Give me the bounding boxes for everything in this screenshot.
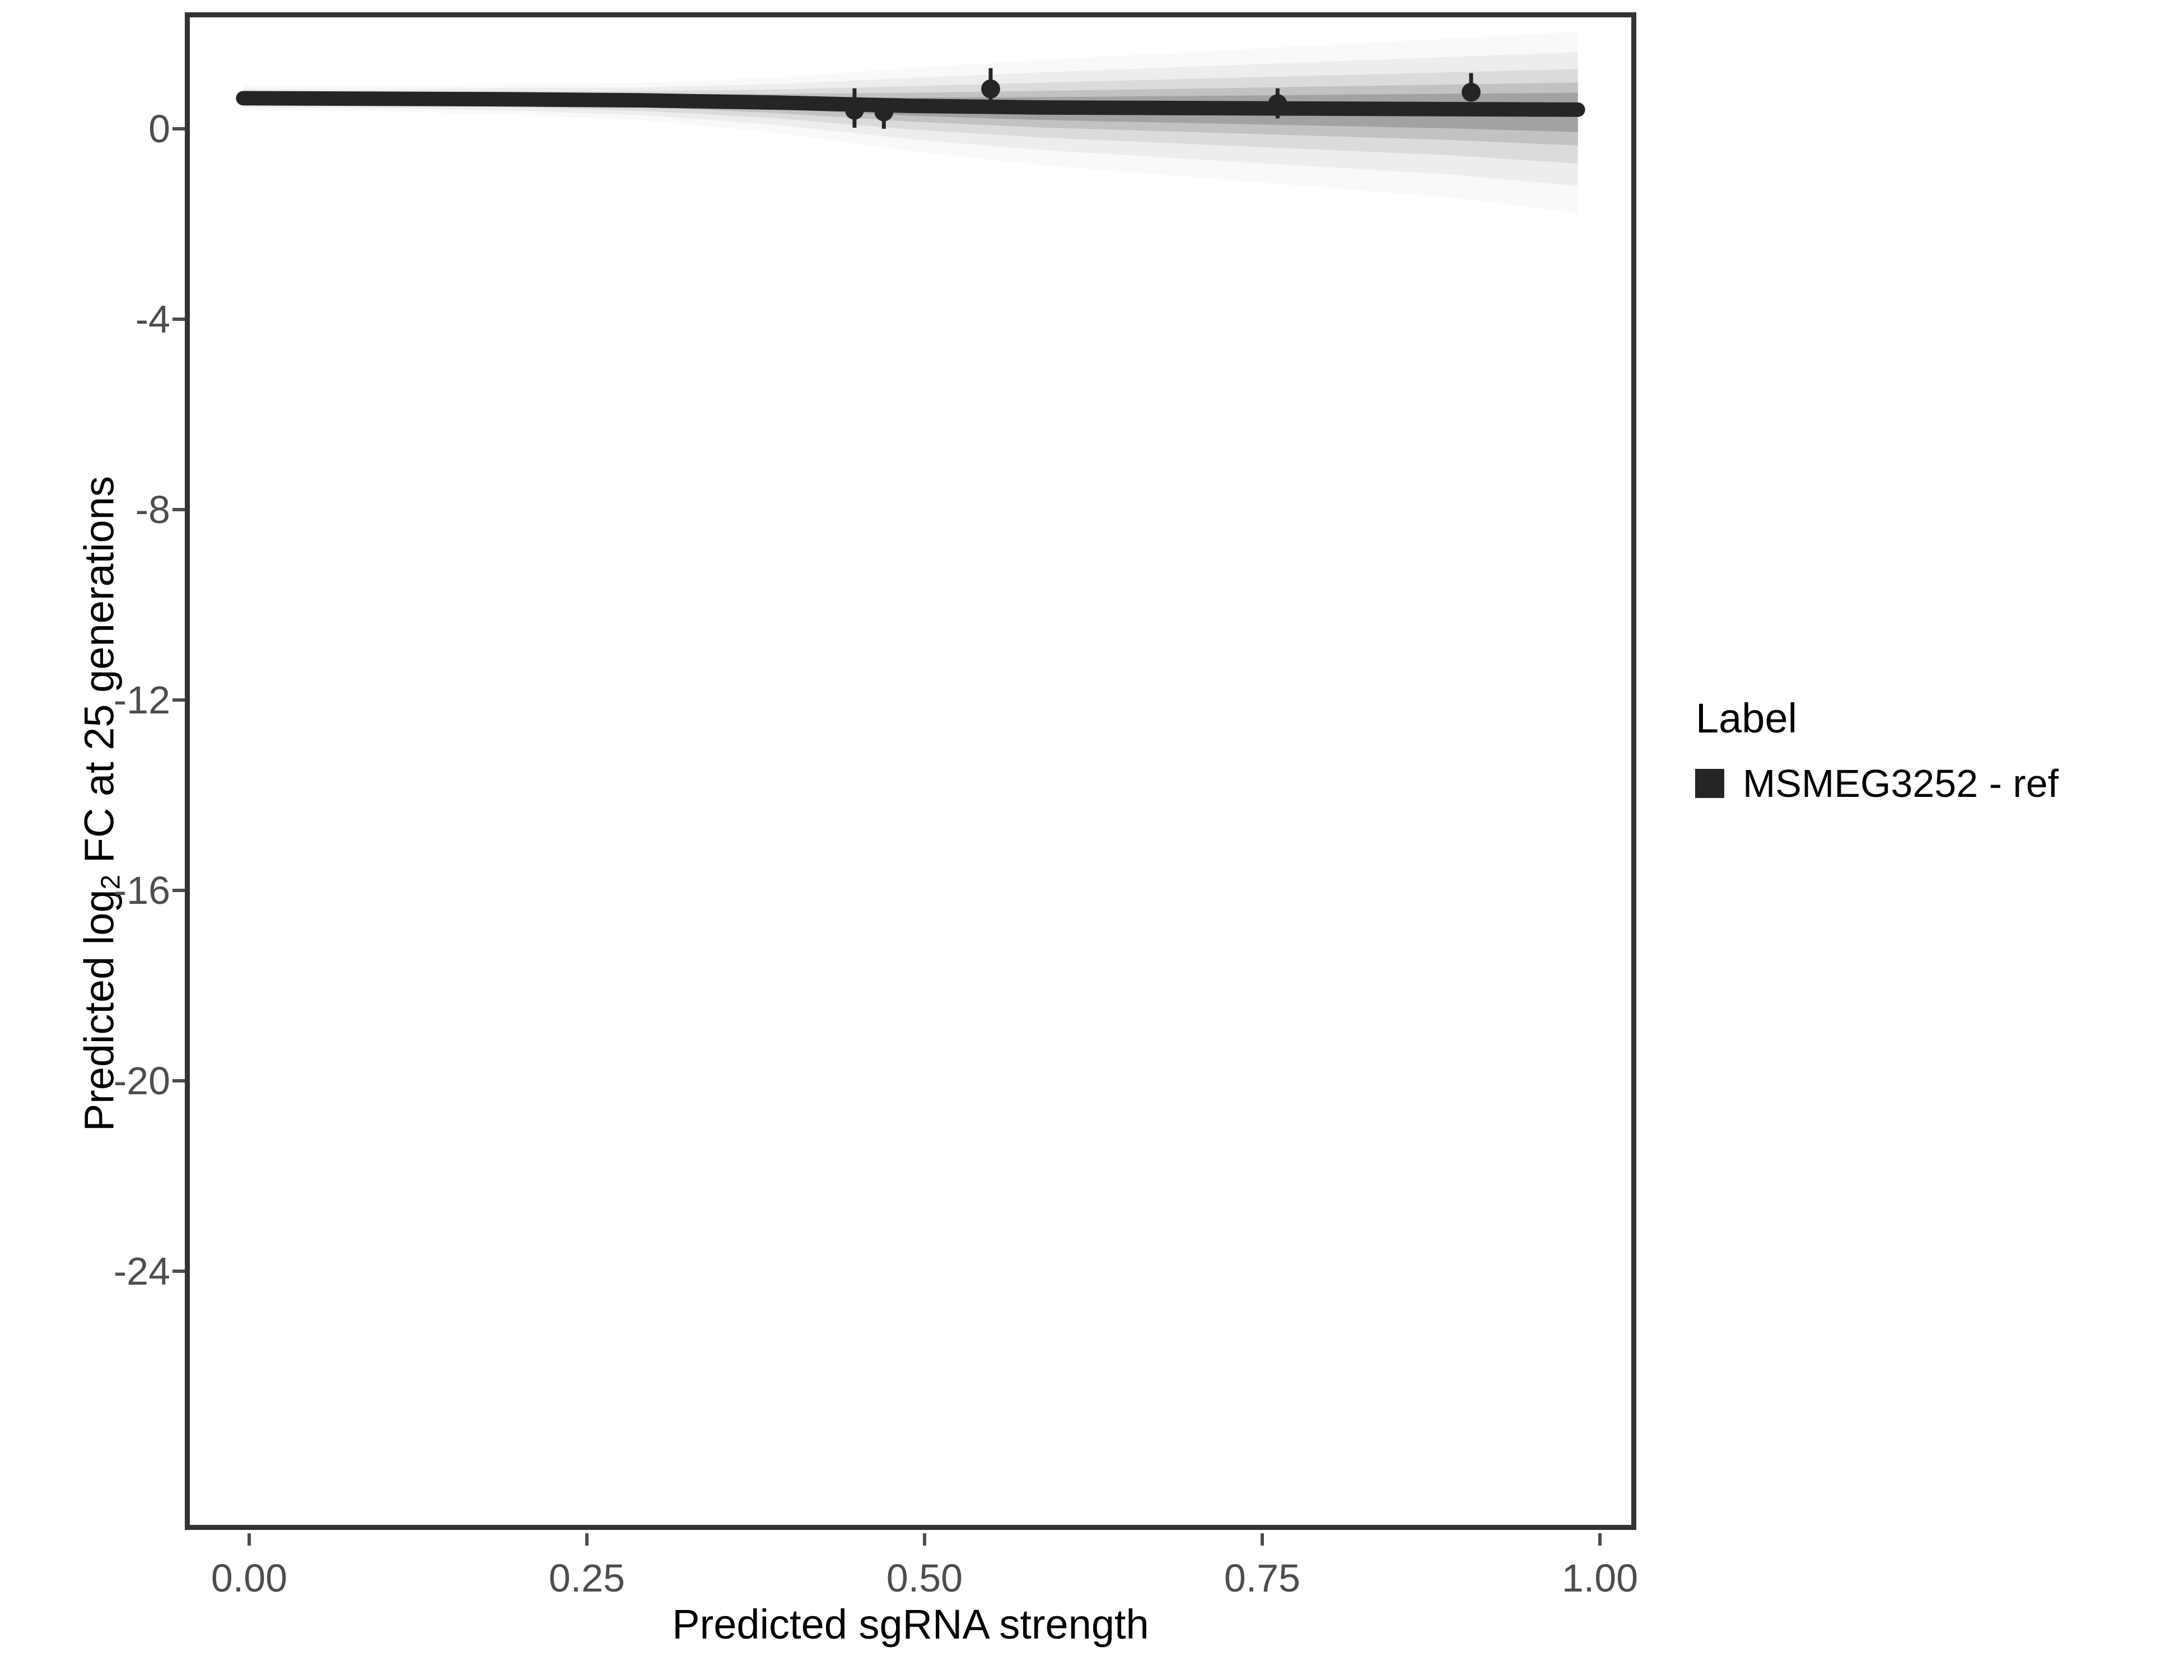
- y-axis-title-suffix: FC at 25 generations: [76, 476, 123, 875]
- x-tick-label-000: 0.00: [211, 1556, 288, 1600]
- x-tick-label-075: 0.75: [1224, 1556, 1301, 1600]
- x-tick-label-100: 1.00: [1561, 1556, 1639, 1600]
- y-tick-mark-m8: [172, 508, 185, 511]
- x-tick-mark-025: [585, 1533, 589, 1546]
- y-tick-label-0: 0: [148, 107, 170, 151]
- y-tick-mark-m12: [172, 698, 185, 702]
- y-tick-mark-m24: [172, 1270, 185, 1273]
- legend-item-label: MSMEG3252 - ref: [1743, 762, 2059, 805]
- confidence-ribbon: [243, 31, 1578, 213]
- legend-item-msmeg3252-ref[interactable]: MSMEG3252 - ref: [1691, 761, 2173, 806]
- y-tick-label-m20: -20: [113, 1059, 170, 1103]
- data-points: [845, 68, 1481, 129]
- y-tick-label-m12: -12: [113, 678, 170, 722]
- x-tick-label-050: 0.50: [886, 1556, 963, 1600]
- legend-swatch-icon: [1695, 769, 1724, 798]
- legend-key-square: [1691, 765, 1728, 802]
- y-tick-mark-m16: [172, 889, 185, 892]
- x-tick-mark-100: [1598, 1533, 1602, 1546]
- y-tick-mark-m4: [172, 318, 185, 321]
- x-axis-title: Predicted sgRNA strength: [672, 1601, 1149, 1648]
- x-tick-mark-075: [1261, 1533, 1264, 1546]
- y-axis-title: Predicted log2 FC at 25 generations: [76, 300, 127, 1308]
- y-tick-label-m8: -8: [135, 488, 170, 531]
- fit-line: [236, 91, 1585, 117]
- x-tick-label-025: 0.25: [548, 1556, 626, 1600]
- y-tick-label-m4: -4: [135, 297, 170, 341]
- plot-area: [236, 31, 1585, 213]
- legend: Label MSMEG3252 - ref: [1691, 694, 2173, 806]
- y-tick-mark-m20: [172, 1079, 185, 1082]
- x-tick-mark-000: [248, 1533, 251, 1546]
- plot-panel: [185, 12, 1636, 1530]
- legend-title: Label: [1696, 695, 1798, 741]
- y-tick-mark-0: [172, 127, 185, 130]
- x-tick-mark-050: [923, 1533, 926, 1546]
- y-tick-label-m24: -24: [113, 1249, 170, 1293]
- y-tick-label-m16: -16: [113, 869, 170, 912]
